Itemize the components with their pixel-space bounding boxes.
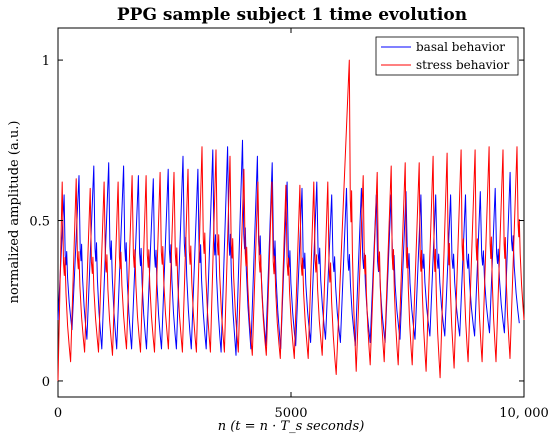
x-tick-label: 10, 000 bbox=[499, 406, 549, 421]
axis-layer: 0 5000 10, 000 0 0.5 1 bbox=[29, 28, 549, 421]
chart-title: PPG sample subject 1 time evolution bbox=[117, 5, 467, 25]
y-tick-label: 0.5 bbox=[29, 215, 50, 230]
legend-box bbox=[375, 36, 519, 76]
x-axis-label: n (t = n · T_s seconds) bbox=[218, 419, 365, 434]
x-tick-label: 5000 bbox=[274, 406, 307, 421]
series-line-stress bbox=[57, 59, 525, 382]
y-tick-label: 0 bbox=[42, 375, 50, 390]
y-axis-label: normalized amplitude (a.u.) bbox=[7, 121, 22, 304]
series-line-basal bbox=[57, 139, 520, 356]
plot-area bbox=[57, 27, 525, 398]
legend: basal behavior stress behavior bbox=[375, 36, 519, 76]
legend-label-basal: basal behavior bbox=[416, 40, 505, 54]
y-tick-label: 1 bbox=[42, 54, 50, 69]
legend-label-stress: stress behavior bbox=[416, 58, 509, 72]
x-tick-label: 0 bbox=[54, 406, 62, 421]
series-layer bbox=[57, 59, 525, 382]
